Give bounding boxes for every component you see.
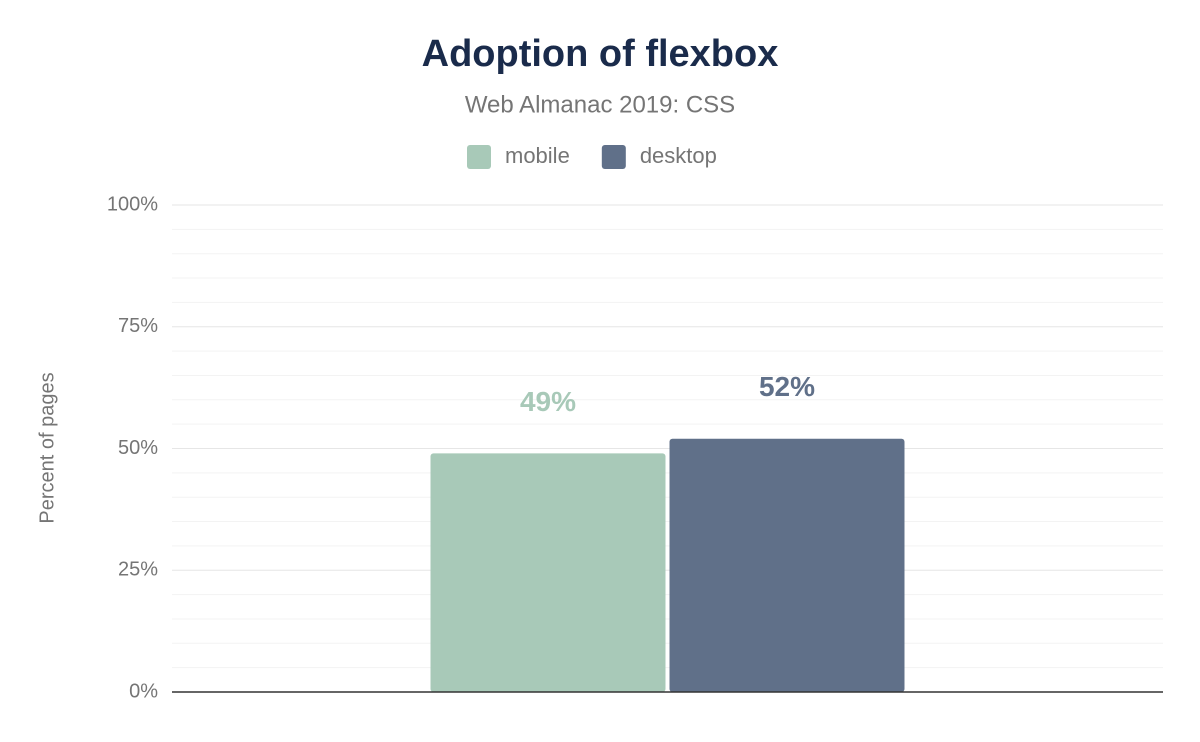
value-label: 52% bbox=[759, 371, 815, 402]
bar bbox=[430, 453, 666, 692]
legend-swatch bbox=[601, 145, 626, 169]
bar bbox=[669, 438, 905, 692]
y-tick-label: 0% bbox=[129, 680, 158, 702]
y-axis-label: Percent of pages bbox=[36, 372, 58, 523]
legend-label: mobile bbox=[505, 143, 570, 168]
chart-title: Adoption of flexbox bbox=[422, 33, 779, 75]
chart-subtitle: Web Almanac 2019: CSS bbox=[465, 91, 735, 118]
y-tick-label: 75% bbox=[118, 315, 158, 337]
y-tick-label: 100% bbox=[107, 193, 158, 215]
legend-swatch bbox=[467, 145, 491, 169]
y-tick-label: 25% bbox=[118, 559, 158, 581]
y-tick-label: 50% bbox=[118, 437, 158, 459]
legend-label: desktop bbox=[640, 143, 717, 168]
value-label: 49% bbox=[520, 386, 576, 417]
